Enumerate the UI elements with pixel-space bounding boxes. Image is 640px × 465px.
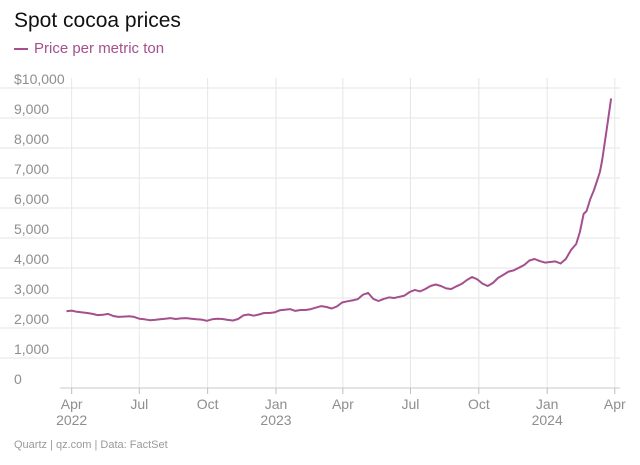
- x-tick-label: Jan: [536, 396, 559, 412]
- x-tick-year-label: 2024: [532, 412, 563, 428]
- legend-label: Price per metric ton: [34, 40, 165, 57]
- y-tick-label: 5,000: [14, 221, 49, 237]
- chart-title: Spot cocoa prices: [14, 9, 181, 32]
- x-tick-label: Jan: [265, 396, 288, 412]
- x-tick-label: Apr: [332, 396, 354, 412]
- legend-swatch: [14, 47, 28, 50]
- y-tick-label: 6,000: [14, 191, 49, 207]
- y-tick-label: $10,000: [14, 71, 65, 87]
- y-tick-label: 3,000: [14, 281, 49, 297]
- x-tick-label: Apr: [61, 396, 83, 412]
- y-tick-label: 8,000: [14, 131, 49, 147]
- x-tick-label: Oct: [197, 396, 219, 412]
- y-tick-label: 2,000: [14, 311, 49, 327]
- legend: Price per metric ton: [14, 40, 164, 57]
- y-tick-label: 4,000: [14, 251, 49, 267]
- source-note: Quartz | qz.com | Data: FactSet: [14, 439, 168, 451]
- x-tick-label: Jul: [402, 396, 420, 412]
- x-tick-label: Apr: [604, 396, 626, 412]
- series-line-price: [66, 98, 613, 322]
- y-tick-label: 0: [14, 371, 22, 387]
- y-axis-ticks: 0 1,000 2,000 3,000 4,000 5,000 6,000 7,000 8,00…: [14, 71, 65, 387]
- x-tick-label: Jul: [130, 396, 148, 412]
- x-tick-label: Oct: [468, 396, 490, 412]
- grid: [0, 78, 620, 388]
- y-tick-label: 7,000: [14, 161, 49, 177]
- y-tick-label: 9,000: [14, 101, 49, 117]
- x-tick-year-label: 2023: [260, 412, 291, 428]
- x-tick-year-label: 2022: [56, 412, 87, 428]
- y-tick-label: 1,000: [14, 341, 49, 357]
